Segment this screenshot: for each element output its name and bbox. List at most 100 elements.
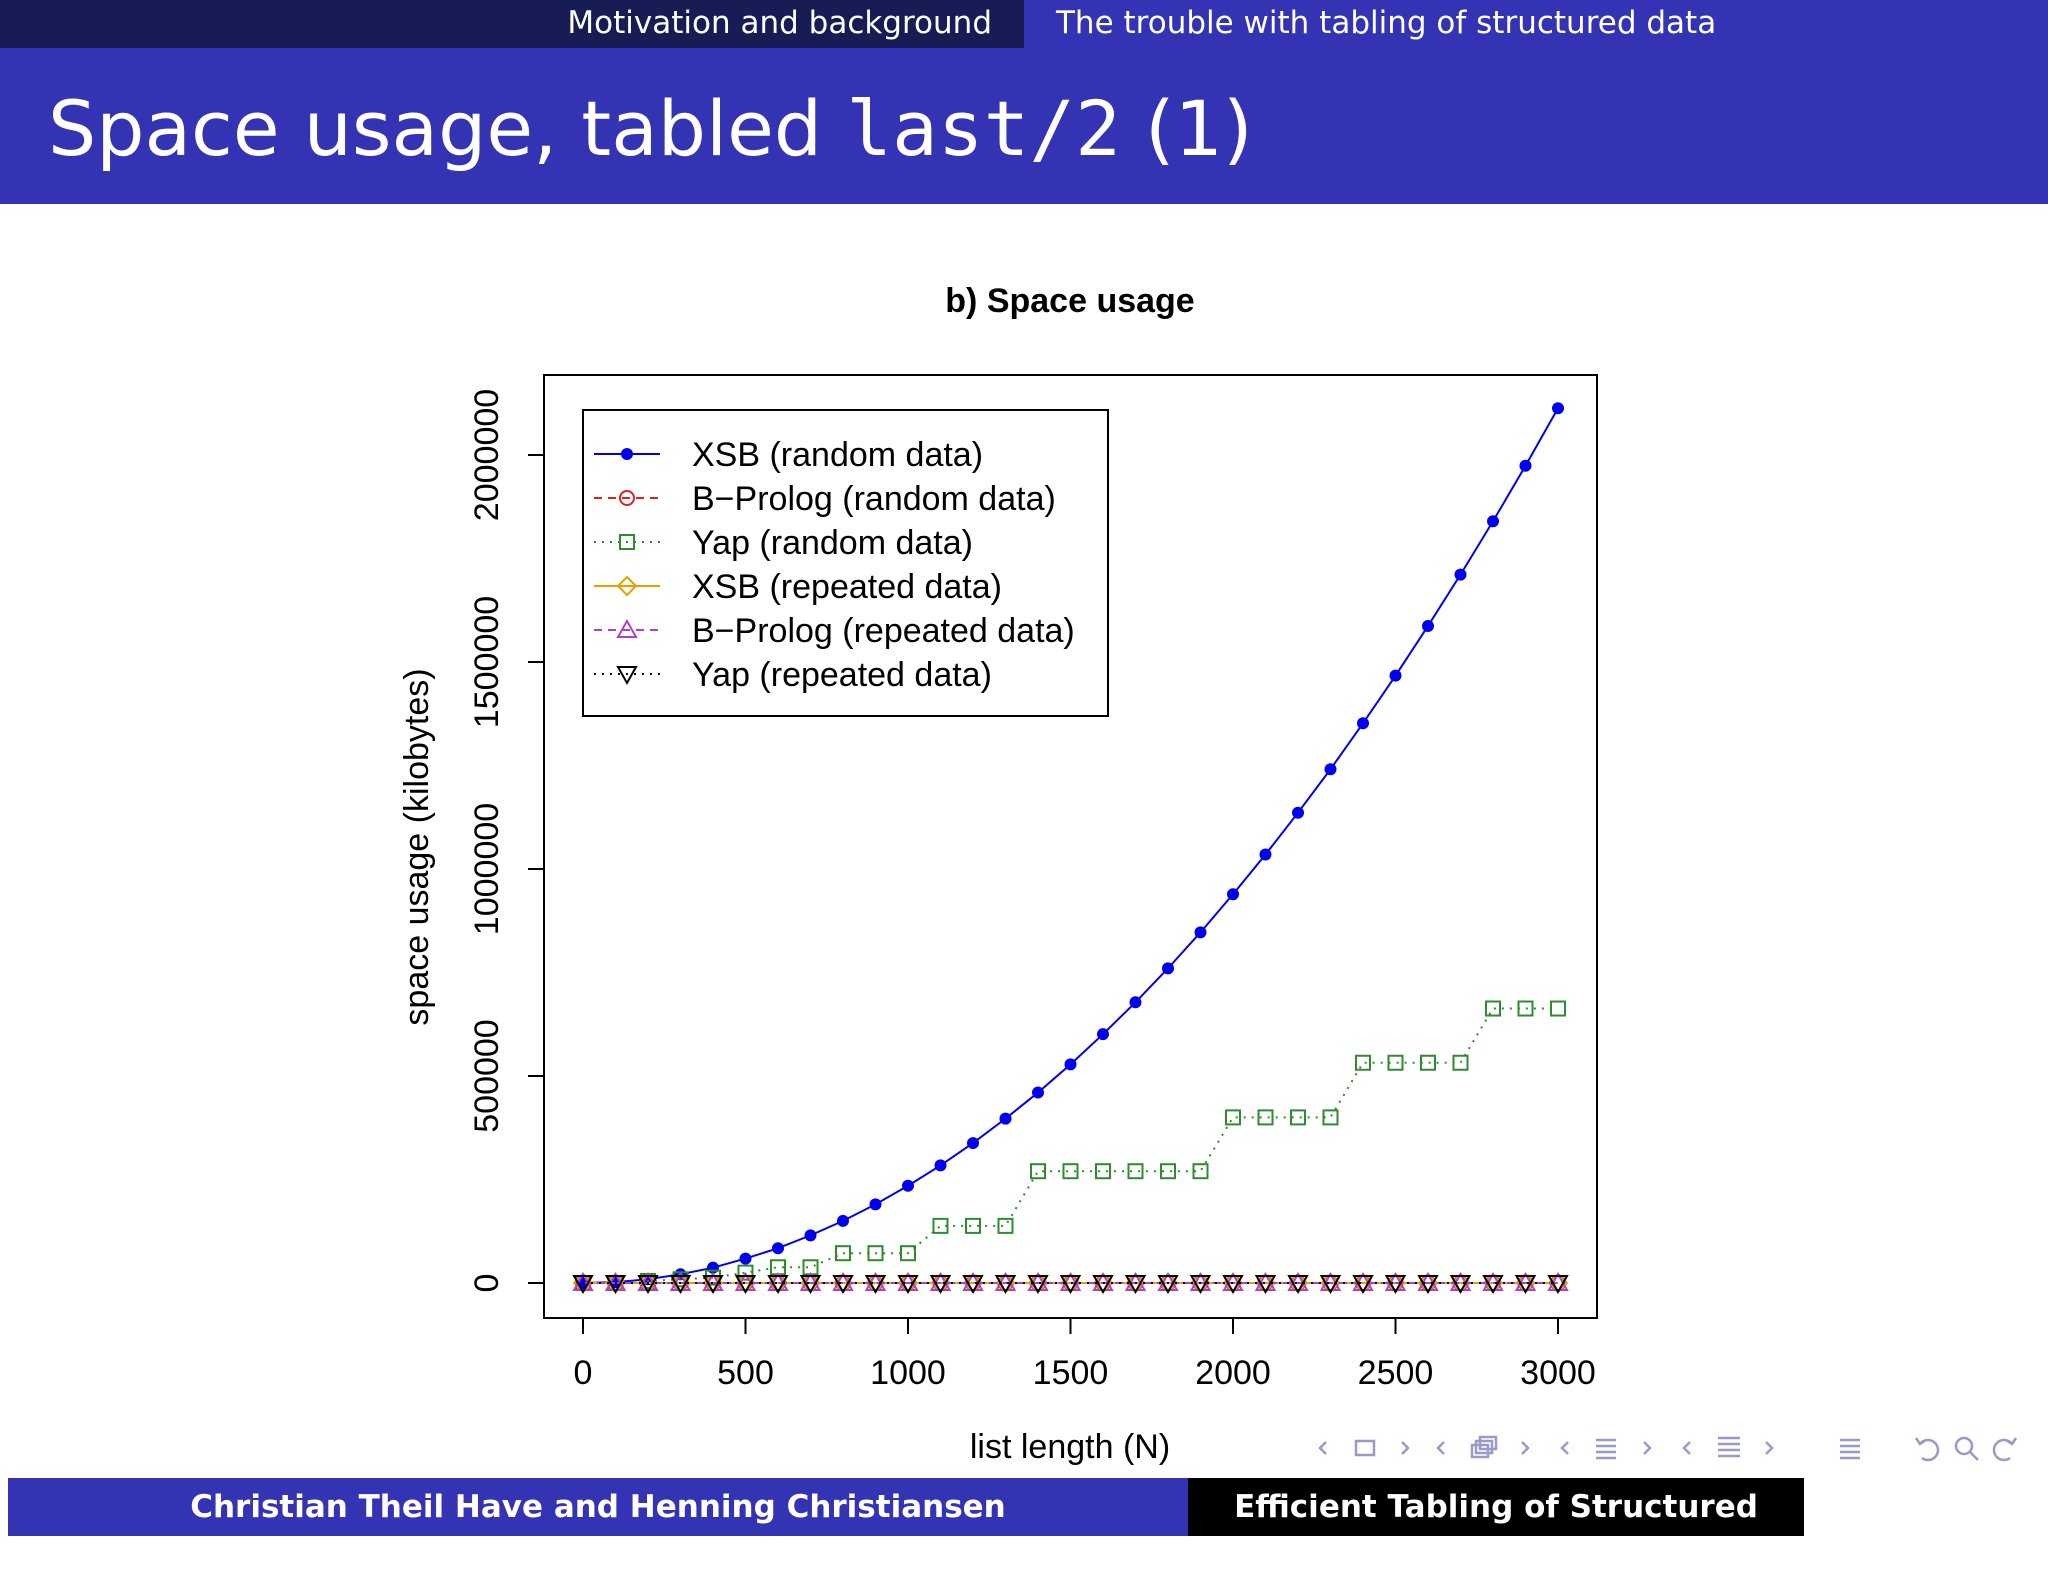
data-point [902, 1179, 914, 1192]
data-point [572, 1275, 594, 1295]
y-tick-label: 1000000 [468, 803, 506, 935]
data-point [1160, 1163, 1176, 1180]
data-point [932, 1217, 949, 1234]
legend-label: XSB (random data) [692, 436, 983, 474]
data-point [1355, 1054, 1371, 1071]
data-point [1454, 568, 1467, 581]
data-point [1192, 1163, 1209, 1180]
data-point [1194, 926, 1207, 939]
data-point [1357, 717, 1369, 730]
data-point [1519, 459, 1532, 472]
data-point [1157, 1275, 1179, 1295]
data-point [1552, 402, 1564, 415]
document-nav-icon[interactable] [1682, 1436, 1774, 1458]
search-and-back-icon[interactable] [1914, 1436, 2018, 1462]
data-point [1352, 1275, 1374, 1295]
x-tick-label: 1500 [1033, 1354, 1109, 1392]
data-point [897, 1275, 919, 1295]
legend-entry: B−Prolog (random data) [594, 480, 1056, 518]
y-tick-label: 500000 [468, 1019, 506, 1132]
legend-marker [621, 448, 633, 460]
data-point [1384, 1275, 1407, 1295]
data-point [832, 1275, 854, 1295]
data-point [1064, 1058, 1077, 1071]
x-tick-label: 2000 [1195, 1354, 1271, 1392]
slide-title-code: last/2 [846, 84, 1121, 173]
data-point [1322, 1109, 1339, 1126]
data-point [1222, 1275, 1244, 1295]
data-point [1092, 1275, 1114, 1295]
data-point [1162, 962, 1174, 975]
data-point [772, 1242, 784, 1255]
data-point [1257, 1109, 1274, 1126]
nav-section-trouble-tabling[interactable]: The trouble with tabling of structured d… [1024, 0, 2048, 48]
legend-marker [616, 575, 638, 597]
data-point [1290, 1109, 1306, 1126]
x-tick-label: 3000 [1520, 1354, 1596, 1392]
legend-marker [616, 666, 638, 686]
series-yap-repeated-data [572, 1275, 1569, 1295]
data-point [1189, 1275, 1212, 1295]
data-point [707, 1261, 719, 1274]
data-point [737, 1264, 754, 1281]
data-point [1487, 515, 1499, 528]
data-point [1420, 1054, 1436, 1071]
data-point [1514, 1275, 1537, 1295]
nav-section-motivation[interactable]: Motivation and background [567, 5, 992, 41]
data-point [734, 1275, 757, 1295]
data-point [1254, 1275, 1277, 1295]
chart-legend: XSB (random data) B−Prolog (random data) Y… [582, 409, 1109, 717]
section-nav-icon[interactable] [1560, 1438, 1652, 1460]
data-point [1449, 1275, 1472, 1295]
x-axis-label: list length (N) [970, 1428, 1170, 1466]
legend-marker [619, 490, 635, 506]
data-point [929, 1275, 952, 1295]
data-point [604, 1275, 627, 1295]
legend-marker [616, 618, 638, 638]
legend-label: B−Prolog (repeated data) [692, 612, 1075, 650]
title-bar: Space usage, tabled last/2 (1) [0, 48, 2048, 204]
data-point [1319, 1275, 1342, 1295]
data-point [900, 1245, 916, 1262]
footer: Christian Theil Have and Henning Christi… [0, 1478, 2048, 1583]
legend-marker [619, 534, 635, 550]
data-point [637, 1275, 659, 1295]
data-point [1124, 1275, 1147, 1295]
data-point [1452, 1054, 1469, 1071]
slide-title: Space usage, tabled last/2 (1) [48, 84, 1253, 173]
data-point [1517, 1000, 1534, 1017]
data-point [1422, 619, 1434, 632]
legend-label: Yap (repeated data) [692, 656, 992, 694]
frame-nav-icon[interactable] [1318, 1439, 1410, 1457]
data-point [962, 1275, 984, 1295]
appendix-icon[interactable] [1840, 1438, 1860, 1460]
data-point [1225, 1109, 1241, 1126]
legend-entry: B−Prolog (repeated data) [594, 612, 1075, 650]
y-tick-label: 0 [468, 1274, 506, 1293]
legend-entry: Yap (random data) [594, 524, 973, 562]
data-point [1227, 888, 1239, 901]
legend-label: Yap (random data) [692, 524, 973, 562]
legend-entry: Yap (repeated data) [594, 656, 992, 694]
data-point [965, 1217, 981, 1234]
data-point [967, 1137, 979, 1150]
data-point [864, 1275, 887, 1295]
beamer-navigation-symbols [1318, 1435, 2018, 1462]
data-point [1292, 806, 1304, 819]
subsection-nav-icon[interactable] [1436, 1435, 1530, 1459]
data-point [1032, 1086, 1044, 1099]
data-point [669, 1275, 692, 1295]
data-point [1387, 1054, 1404, 1071]
data-point [1485, 1000, 1501, 1017]
data-point [767, 1275, 789, 1295]
data-point [997, 1217, 1014, 1234]
data-point [994, 1275, 1017, 1295]
space-usage-chart: b) Space usage 0 500 1000 1500 2000 2500 3000 li… [398, 282, 1598, 1466]
chart-title: b) Space usage [945, 282, 1194, 320]
data-point [799, 1275, 822, 1295]
x-tick-label: 0 [574, 1354, 593, 1392]
data-point [835, 1245, 851, 1262]
legend-label: B−Prolog (random data) [692, 480, 1056, 518]
data-point [934, 1159, 947, 1172]
data-point [1324, 763, 1337, 776]
